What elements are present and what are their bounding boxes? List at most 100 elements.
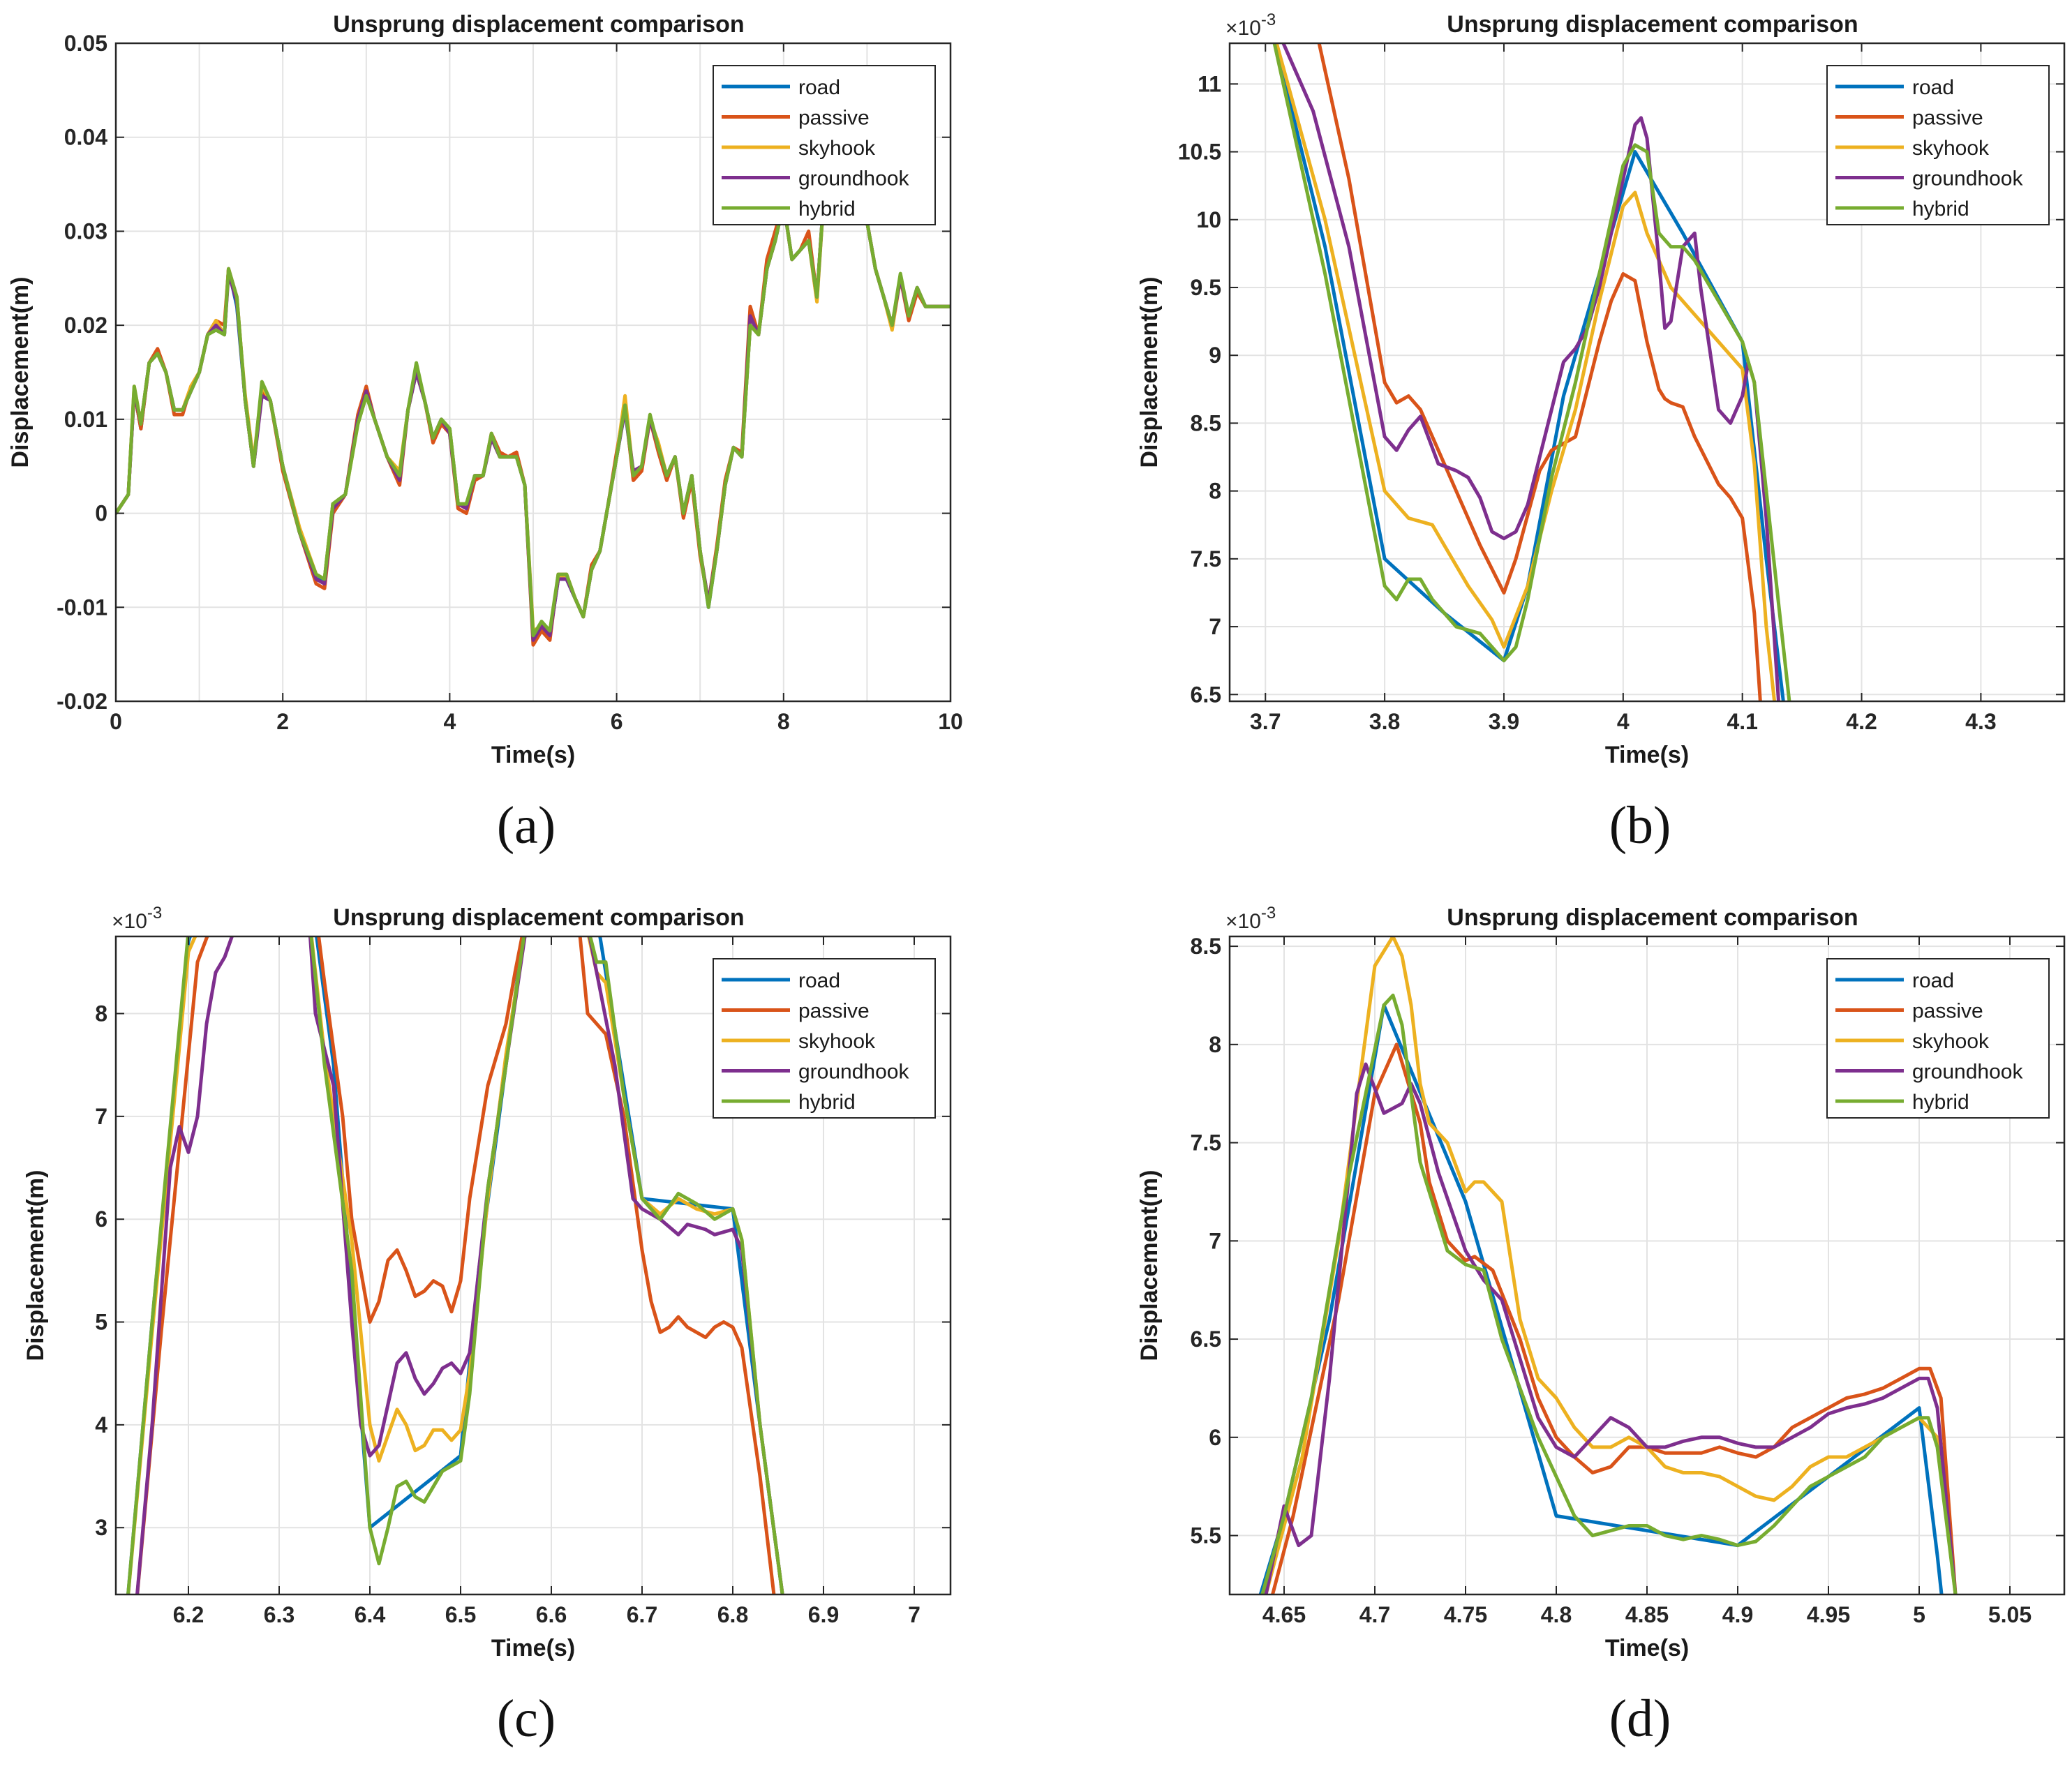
legend-label-hybrid: hybrid <box>1912 197 1969 221</box>
y-tick-label: 10.5 <box>1178 140 1221 165</box>
y-axis-label: Displacement(m) <box>1136 277 1163 468</box>
y-axis-label: Displacement(m) <box>22 1170 49 1361</box>
legend-label-groundhook: groundhook <box>1912 167 2023 190</box>
series-line-passive <box>135 936 776 1594</box>
series-line-passive <box>1317 43 1762 701</box>
panel-1: 0 2 4 6 8 10 -0.02 -0.01 0 0.01 0.02 0.03 0.04 0.05 Un… <box>7 11 963 855</box>
panel-caption: (b) <box>1609 796 1671 855</box>
y-tick-label: 8 <box>95 1001 107 1026</box>
panel-2: 3.7 3.8 3.9 4 4.1 4.2 4.3 6.5 7 7.5 8 8.5 9 9.5 10 10.5… <box>1136 10 2066 855</box>
x-tick-label: 6.5 <box>445 1602 476 1627</box>
legend-label-passive: passive <box>798 107 870 130</box>
x-tick-label: 8 <box>777 709 790 734</box>
legend-box <box>1826 958 2050 1119</box>
axes-box <box>114 935 952 1596</box>
x-tick-label: 5 <box>1913 1602 1925 1627</box>
x-tick-label: 6.8 <box>717 1602 748 1627</box>
y-tick-label: 11 <box>1198 71 1221 96</box>
y-tick-label: 0.02 <box>64 313 107 338</box>
y-axis-label: Displacement(m) <box>7 277 33 468</box>
legend: road passive skyhook groundhook hybrid <box>713 65 936 225</box>
y-tick-label: 0.03 <box>64 218 107 244</box>
y-tick-label: -0.01 <box>57 595 107 620</box>
x-tick-label: 4.7 <box>1359 1602 1390 1627</box>
exponent-label: ×10-3 <box>1225 904 1276 933</box>
y-tick-label: -0.02 <box>57 689 107 714</box>
panel-caption: (a) <box>497 796 556 855</box>
legend-label-skyhook: skyhook <box>798 1030 876 1053</box>
x-tick-label: 4.65 <box>1262 1602 1306 1627</box>
series-lines <box>1258 936 1958 1594</box>
y-tick-label: 7 <box>1209 1228 1221 1253</box>
legend-label-groundhook: groundhook <box>798 1061 909 1084</box>
x-tick-label: 7 <box>908 1602 921 1627</box>
legend-box <box>713 958 936 1119</box>
x-axis-label: Time(s) <box>1605 742 1689 768</box>
y-tick-label: 6.5 <box>1191 1327 1221 1352</box>
y-tick-label: 6 <box>1209 1425 1221 1450</box>
x-tick-label: 4.85 <box>1625 1602 1669 1627</box>
x-tick-label: 2 <box>276 709 289 734</box>
legend: road passive skyhook groundhook hybrid <box>713 958 936 1119</box>
y-tick-label: 9.5 <box>1191 275 1221 300</box>
x-tick-label: 6.3 <box>264 1602 295 1627</box>
y-tick-label: 8 <box>1209 479 1221 504</box>
legend-box <box>1826 65 2050 225</box>
series-line-skyhook <box>126 936 784 1594</box>
x-tick-label: 4 <box>444 709 456 734</box>
y-tick-label: 3 <box>95 1515 107 1540</box>
series-line-hybrid <box>126 936 784 1594</box>
x-tick-label: 4.9 <box>1722 1602 1753 1627</box>
series-line-hybrid <box>1260 993 1958 1594</box>
series-lines <box>116 135 951 647</box>
y-tick-label: 0.05 <box>64 31 107 56</box>
x-tick-label: 4.2 <box>1846 709 1877 734</box>
panel-4: 4.65 4.7 4.75 4.8 4.85 4.9 4.95 5 5.05 5.5 6 6.5 7 7.… <box>1136 904 2066 1748</box>
x-tick-label: 4.8 <box>1541 1602 1572 1627</box>
y-tick-label: 7.5 <box>1191 546 1221 572</box>
x-axis-label: Time(s) <box>1605 1635 1689 1661</box>
legend-label-hybrid: hybrid <box>798 1091 856 1114</box>
axes-box <box>114 42 952 703</box>
y-tick-label: 9 <box>1209 343 1221 368</box>
exponent-label: ×10-3 <box>112 904 162 933</box>
x-tick-label: 4.1 <box>1727 709 1757 734</box>
x-tick-label: 6 <box>611 709 623 734</box>
legend: road passive skyhook groundhook hybrid <box>1826 958 2050 1119</box>
y-tick-label: 8.5 <box>1191 934 1221 959</box>
y-tick-label: 0.04 <box>64 125 107 150</box>
legend-label-passive: passive <box>1912 1000 1983 1023</box>
y-axis-label: Displacement(m) <box>1136 1170 1163 1361</box>
legend-box <box>713 65 936 225</box>
legend-label-road: road <box>798 969 840 992</box>
x-tick-label: 3.8 <box>1369 709 1400 734</box>
chart-title: Unsprung displacement comparison <box>333 11 744 38</box>
series-line-hybrid <box>1272 43 1791 701</box>
x-tick-label: 3.9 <box>1489 709 1519 734</box>
y-tick-label: 10 <box>1196 207 1221 232</box>
legend-label-hybrid: hybrid <box>1912 1091 1969 1114</box>
y-tick-label: 7 <box>95 1104 107 1129</box>
legend-label-skyhook: skyhook <box>1912 137 1990 160</box>
x-tick-label: 4.3 <box>1965 709 1996 734</box>
legend-label-passive: passive <box>798 1000 870 1023</box>
series-line-hybrid <box>116 144 951 638</box>
x-tick-label: 4.75 <box>1444 1602 1487 1627</box>
axes-box <box>1228 42 2066 703</box>
chart-title: Unsprung displacement comparison <box>333 904 744 931</box>
y-tick-label: 0.01 <box>64 407 107 432</box>
legend-label-skyhook: skyhook <box>798 137 876 160</box>
y-tick-label: 8 <box>1209 1032 1221 1057</box>
chart-title: Unsprung displacement comparison <box>1447 904 1858 931</box>
x-tick-label: 3.7 <box>1250 709 1281 734</box>
y-tick-label: 4 <box>95 1412 107 1437</box>
legend-label-hybrid: hybrid <box>798 197 856 221</box>
x-axis-label: Time(s) <box>491 742 575 768</box>
x-tick-label: 6.4 <box>355 1602 386 1627</box>
y-tick-label: 7 <box>1209 614 1221 639</box>
legend-label-groundhook: groundhook <box>798 167 909 190</box>
series-line-skyhook <box>1264 936 1958 1594</box>
x-tick-label: 6.2 <box>173 1602 204 1627</box>
